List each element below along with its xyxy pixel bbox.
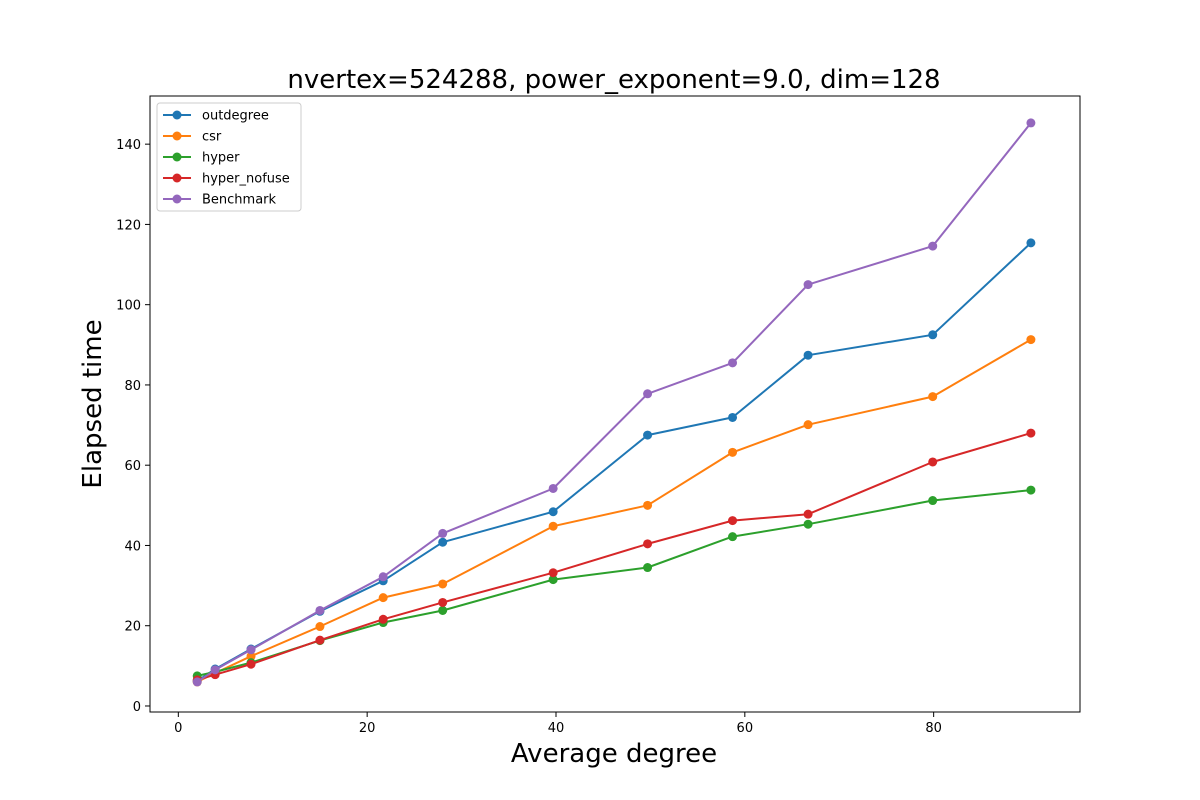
x-axis-ticks: 0 20 40 60 80 bbox=[174, 712, 942, 736]
data-point bbox=[928, 392, 938, 402]
x-tick-label: 20 bbox=[359, 721, 376, 736]
legend-marker bbox=[172, 110, 182, 120]
data-point bbox=[643, 539, 653, 549]
x-tick-label: 40 bbox=[548, 721, 565, 736]
data-point bbox=[728, 358, 738, 368]
x-tick-label: 0 bbox=[174, 721, 182, 736]
series-line bbox=[196, 489, 1032, 677]
series-layer bbox=[192, 118, 1036, 687]
y-tick-label: 0 bbox=[133, 700, 141, 715]
data-point bbox=[728, 412, 738, 422]
data-point bbox=[928, 457, 938, 467]
data-point bbox=[315, 622, 325, 632]
data-point bbox=[803, 350, 813, 360]
data-point bbox=[1026, 428, 1036, 438]
data-point bbox=[928, 241, 938, 251]
legend-label: Benchmark bbox=[202, 193, 277, 208]
series-line bbox=[196, 338, 1032, 683]
legend-label: hyper_nofuse bbox=[202, 172, 290, 187]
data-point bbox=[315, 635, 325, 645]
y-axis-ticks: 0 20 40 60 80 100 120 140 bbox=[116, 138, 150, 715]
data-point bbox=[548, 575, 558, 585]
data-point bbox=[643, 563, 653, 573]
x-axis-label: Average degree bbox=[511, 739, 717, 769]
legend-marker bbox=[172, 194, 182, 204]
data-point bbox=[1026, 335, 1036, 345]
data-point bbox=[438, 605, 448, 615]
data-point bbox=[803, 280, 813, 290]
data-point bbox=[728, 516, 738, 526]
data-point bbox=[438, 597, 448, 607]
legend-item: hyper bbox=[163, 151, 240, 166]
data-point bbox=[643, 430, 653, 440]
data-point bbox=[728, 532, 738, 542]
y-tick-label: 40 bbox=[124, 539, 141, 554]
data-point bbox=[928, 330, 938, 340]
data-point bbox=[643, 500, 653, 510]
legend-item: csr bbox=[163, 130, 222, 145]
data-point bbox=[548, 521, 558, 531]
data-point bbox=[548, 507, 558, 517]
legend-label: csr bbox=[202, 130, 222, 145]
y-axis-label: Elapsed time bbox=[78, 319, 108, 488]
y-tick-label: 80 bbox=[124, 379, 141, 394]
data-point bbox=[728, 447, 738, 457]
y-tick-label: 20 bbox=[124, 620, 141, 635]
data-point bbox=[1026, 118, 1036, 128]
legend-marker bbox=[172, 173, 182, 183]
data-point bbox=[438, 537, 448, 547]
series-Benchmark bbox=[192, 118, 1036, 687]
x-tick-label: 60 bbox=[737, 721, 754, 736]
legend-item: outdegree bbox=[163, 109, 269, 124]
data-point bbox=[548, 483, 558, 493]
y-tick-label: 100 bbox=[116, 299, 141, 314]
data-point bbox=[803, 509, 813, 519]
data-point bbox=[438, 528, 448, 538]
series-line bbox=[196, 122, 1032, 683]
legend-box bbox=[156, 102, 302, 212]
y-tick-label: 120 bbox=[116, 218, 141, 233]
plot-frame bbox=[149, 95, 1081, 713]
data-point bbox=[246, 659, 256, 669]
legend: outdegree csr hyper hyper_nofuse Benchmark bbox=[156, 102, 302, 212]
data-point bbox=[438, 579, 448, 589]
data-point bbox=[378, 614, 388, 624]
data-point bbox=[643, 389, 653, 399]
data-point bbox=[548, 568, 558, 578]
legend-marker bbox=[172, 131, 182, 141]
legend-item: Benchmark bbox=[163, 193, 277, 208]
data-point bbox=[246, 651, 256, 661]
data-point bbox=[803, 519, 813, 529]
data-point bbox=[378, 593, 388, 603]
data-point bbox=[246, 645, 256, 655]
legend-marker bbox=[172, 152, 182, 162]
legend-label: outdegree bbox=[202, 109, 269, 124]
data-point bbox=[1026, 485, 1036, 495]
series-line bbox=[196, 432, 1032, 681]
data-point bbox=[803, 420, 813, 430]
data-point bbox=[210, 665, 220, 675]
x-tick-label: 80 bbox=[925, 721, 942, 736]
data-point bbox=[928, 496, 938, 506]
chart-title: nvertex=524288, power_exponent=9.0, dim=… bbox=[287, 65, 940, 95]
data-point bbox=[315, 605, 325, 615]
data-point bbox=[1026, 238, 1036, 248]
legend-item: hyper_nofuse bbox=[163, 172, 290, 187]
y-tick-label: 140 bbox=[116, 138, 141, 153]
y-tick-label: 60 bbox=[124, 459, 141, 474]
legend-label: hyper bbox=[202, 151, 240, 166]
data-point bbox=[378, 572, 388, 582]
data-point bbox=[192, 677, 202, 687]
